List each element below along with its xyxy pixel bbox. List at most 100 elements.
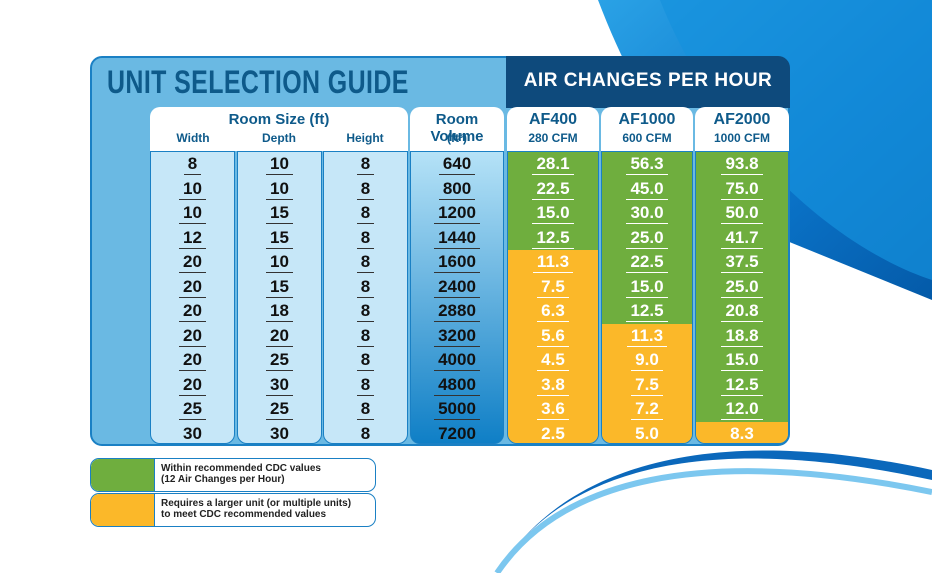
height-value: 8 — [356, 350, 375, 371]
width-cell: 20 — [151, 326, 234, 347]
height-cell: 8 — [324, 424, 407, 444]
af1000-cell: 15.0 — [602, 277, 692, 298]
width-value: 30 — [179, 424, 206, 444]
legend-requires-larger: Requires a larger unit (or multiple unit… — [90, 493, 376, 527]
depth-value: 15 — [266, 277, 293, 298]
width-value: 20 — [179, 375, 206, 396]
af1000-cell: 56.3 — [602, 154, 692, 175]
af1000-value: 12.5 — [626, 301, 668, 322]
af400-cell-bg — [508, 372, 598, 398]
width-cell: 8 — [151, 154, 234, 175]
af1000-cell-bg — [602, 152, 692, 178]
af1000-cell-bg — [602, 421, 692, 443]
af2000-cell-bg — [696, 372, 788, 398]
af400-value: 6.3 — [537, 301, 569, 322]
af1000-value: 7.2 — [631, 399, 663, 420]
af400-cell-bg — [508, 397, 598, 423]
af1000-value: 56.3 — [626, 154, 668, 175]
af1000-cell: 9.0 — [602, 350, 692, 371]
af400-header: AF400 280 CFM — [507, 107, 599, 151]
af1000-cell: 30.0 — [602, 203, 692, 224]
legend-line2: to meet CDC recommended values — [161, 509, 327, 520]
depth-value: 10 — [266, 252, 293, 273]
af400-cell-bg — [508, 299, 598, 325]
legend-swatch-yellow — [91, 494, 155, 526]
af2000-cell-bg — [696, 250, 788, 276]
width-cell: 10 — [151, 179, 234, 200]
volume-cell: 1440 — [411, 228, 503, 249]
af1000-cell: 25.0 — [602, 228, 692, 249]
depth-value: 10 — [266, 179, 293, 200]
af400-cell: 11.3 — [508, 252, 598, 273]
ach-header-band — [506, 56, 790, 108]
af400-cell: 28.1 — [508, 154, 598, 175]
width-cell: 12 — [151, 228, 234, 249]
af400-value: 11.3 — [532, 252, 574, 273]
af2000-value: 37.5 — [721, 252, 763, 273]
volume-value: 4000 — [434, 350, 480, 371]
width-value: 10 — [179, 203, 206, 224]
af400-value: 15.0 — [532, 203, 574, 224]
af400-cell-bg — [508, 421, 598, 443]
af400-cell: 4.5 — [508, 350, 598, 371]
width-value: 10 — [179, 179, 206, 200]
af2000-cell: 75.0 — [696, 179, 788, 200]
legend-line1: Requires a larger unit (or multiple unit… — [161, 498, 352, 509]
af1000-cell-bg — [602, 397, 692, 423]
af2000-value: 93.8 — [721, 154, 763, 175]
af1000-cell-bg — [602, 250, 692, 276]
af2000-value: 41.7 — [721, 228, 763, 249]
volume-cell: 1600 — [411, 252, 503, 273]
depth-value: 18 — [266, 301, 293, 322]
af1000-value: 22.5 — [626, 252, 668, 273]
af2000-cell-bg — [696, 201, 788, 227]
af400-cell: 12.5 — [508, 228, 598, 249]
height-value: 8 — [357, 424, 374, 444]
af1000-value: 25.0 — [626, 228, 668, 249]
volume-cell: 4000 — [411, 350, 503, 371]
af400-cell: 3.6 — [508, 399, 598, 420]
depth-cell: 10 — [238, 252, 321, 273]
height-value: 8 — [356, 228, 375, 249]
af400-cell: 2.5 — [508, 424, 598, 444]
af400-cell: 3.8 — [508, 375, 598, 396]
depth-cell: 25 — [238, 350, 321, 371]
af2000-value: 8.3 — [726, 424, 758, 444]
depth-cell: 25 — [238, 399, 321, 420]
af1000-cell: 7.2 — [602, 399, 692, 420]
volume-value: 4800 — [434, 375, 480, 396]
room-size-label: Room Size (ft) — [228, 111, 330, 128]
af1000-value: 11.3 — [626, 326, 668, 347]
af2000-cell: 93.8 — [696, 154, 788, 175]
width-cell: 30 — [151, 424, 234, 444]
af1000-cell-bg — [602, 201, 692, 227]
height-cell: 8 — [324, 326, 407, 347]
height-cell: 8 — [324, 277, 407, 298]
width-cell: 20 — [151, 252, 234, 273]
depth-header: Depth — [262, 131, 296, 145]
height-value: 8 — [356, 399, 375, 420]
depth-value: 25 — [266, 399, 293, 420]
af2000-value: 50.0 — [721, 203, 763, 224]
volume-value: 1440 — [434, 228, 480, 249]
volume-value: 1600 — [434, 252, 480, 273]
depth-value: 30 — [266, 424, 293, 444]
width-column: 8 10 10 12 20 20 20 20 20 20 25 30 — [150, 151, 235, 444]
depth-column: 10 10 15 15 10 15 18 20 25 30 25 30 — [237, 151, 322, 444]
volume-unit-label: (ft³) — [447, 131, 467, 145]
volume-value: 5000 — [434, 399, 480, 420]
width-header: Width — [176, 131, 210, 145]
af2000-column: 93.8 75.0 50.0 41.7 37.5 25.0 20.8 18.8 15.0 12.5… — [695, 151, 789, 444]
af400-cell: 15.0 — [508, 203, 598, 224]
height-header: Height — [346, 131, 384, 145]
af2000-value: 75.0 — [721, 179, 763, 200]
height-cell: 8 — [324, 301, 407, 322]
af1000-cell-bg — [602, 323, 692, 349]
af1000-value: 30.0 — [626, 203, 668, 224]
depth-value: 30 — [266, 375, 293, 396]
height-cell: 8 — [324, 252, 407, 273]
width-value: 20 — [179, 277, 206, 298]
legend-swatch-green — [91, 459, 155, 491]
height-value: 8 — [356, 277, 375, 298]
height-value: 8 — [356, 326, 375, 347]
